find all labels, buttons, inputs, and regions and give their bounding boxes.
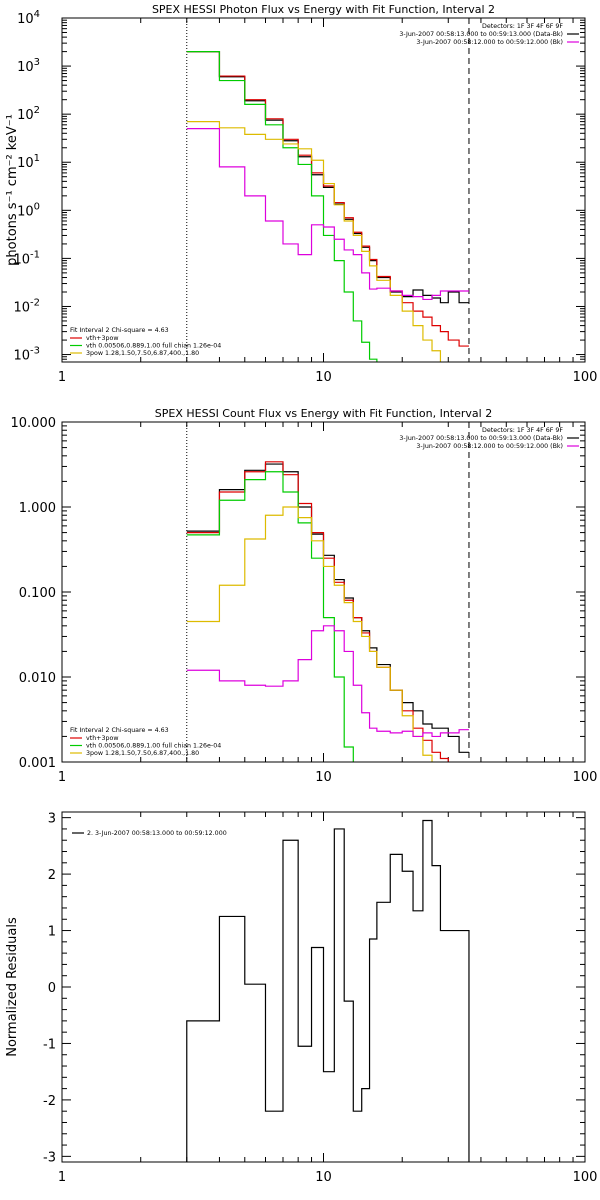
chart-1-ytick-label: 101: [17, 153, 40, 171]
chart-1-series-4: [186, 121, 442, 362]
chart-2-legend-tr-text: 3-Jun-2007 00:58:12.000 to 00:59:12.000 …: [416, 443, 563, 450]
chart-1-title: SPEX HESSI Photon Flux vs Energy with Fi…: [152, 3, 495, 16]
chart-1-ytick-label: 10-2: [13, 297, 40, 315]
chart-2-xtick-label: 10: [315, 770, 332, 785]
chart-2-ytick-label: 0.010: [19, 671, 56, 686]
chart-2-ytick-label: 1.000: [19, 501, 56, 516]
chart-2-legend-bl-text: vth 0.00506,0.889,1.00 full chian 1.26e-…: [86, 743, 221, 750]
chart-1-ytick-exponent: 3: [34, 57, 40, 68]
chart-1-ylabel: photons s⁻¹ cm⁻² keV⁻¹: [5, 114, 20, 266]
chart-2-series-3: [186, 471, 354, 762]
chart-2-ytick-label: 0.100: [19, 586, 56, 601]
chart-3-series-1: [186, 819, 470, 1162]
chart-2-ytick-label: 0.001: [19, 756, 56, 771]
chart-1-legend-bl-header: Fit Interval 2 Chi-square = 4.63: [70, 327, 169, 334]
chart-2: SPEX HESSI Count Flux vs Energy with Fit…: [11, 407, 598, 785]
chart-1-legend-tr-text: 3-Jun-2007 00:58:12.000 to 00:59:12.000 …: [416, 39, 563, 46]
chart-1-ytick-exponent: -1: [30, 249, 40, 260]
chart-1-ytick-exponent: -3: [30, 346, 40, 357]
chart-2-legend-tr-text: Detectors: 1F 3F 4F 6F 9F: [482, 427, 563, 434]
chart-2-plot-area: [186, 461, 469, 762]
chart-2-series-5: [186, 625, 469, 738]
chart-1-legend-tr-text: Detectors: 1F 3F 4F 6F 9F: [482, 23, 563, 30]
chart-3-ytick-label: -1: [43, 1037, 56, 1052]
chart-3-frame: [61, 811, 586, 1163]
chart-1-frame: [61, 17, 586, 363]
chart-1-series-2: [186, 51, 469, 347]
chart-1-legend-bl-text: 3pow 1.28,1.50,7.50,6.87,400.,1.80: [86, 350, 199, 357]
chart-1-series-5: [186, 128, 469, 301]
chart-3-ytick-label: 3: [48, 812, 56, 827]
chart-3-ylabel: Normalized Residuals: [5, 917, 20, 1057]
chart-2-frame: [61, 421, 586, 763]
chart-3: 1 10 100 -3 -2 -1 0 1 2 3 Normalized Residuals 2. 3…: [5, 811, 598, 1185]
chart-2-legend-bl-text: vth+3pow: [86, 735, 118, 742]
chart-1-ytick-label: 100: [17, 201, 40, 219]
chart-1-xtick-label: 10: [315, 370, 332, 385]
chart-1-legend-bl-text: vth+3pow: [86, 335, 118, 342]
chart-1-ytick-label: 10-3: [13, 346, 40, 364]
chart-1-ytick-label: 102: [17, 105, 40, 123]
chart-1-series-3: [186, 51, 378, 362]
chart-1-xtick-label: 1: [58, 370, 66, 385]
chart-2-legend-tr-text: 3-Jun-2007 00:58:13.000 to 00:59:13.000 …: [399, 435, 563, 442]
chart-3-ytick-label: -3: [43, 1150, 56, 1165]
chart-1-ytick-label: 103: [17, 57, 40, 75]
chart-3-ytick-label: 1: [48, 925, 56, 940]
chart-2-xtick-label: 1: [58, 770, 66, 785]
chart-1-series-1: [186, 51, 469, 304]
chart-2-xtick-label: 100: [573, 770, 598, 785]
chart-2-series-2: [186, 461, 449, 762]
chart-2-series-4: [186, 506, 433, 762]
chart-1-ytick-exponent: 0: [34, 201, 40, 212]
chart-1: SPEX HESSI Photon Flux vs Energy with Fi…: [5, 3, 597, 385]
chart-2-ytick-label: 10.000: [11, 416, 57, 431]
chart-1-ytick-exponent: 1: [34, 153, 40, 164]
chart-2-legend-bl-text: 3pow 1.28,1.50,7.50,6.87,400.,1.80: [86, 750, 199, 757]
chart-1-ytick-exponent: 4: [34, 9, 40, 20]
chart-3-legend-tl-text: 2. 3-Jun-2007 00:58:13.000 to 00:59:12.0…: [87, 830, 227, 837]
chart-1-plot-area: [186, 51, 469, 362]
chart-3-ytick-label: -2: [43, 1094, 56, 1109]
chart-1-ytick-label: 104: [17, 9, 40, 27]
chart-2-title: SPEX HESSI Count Flux vs Energy with Fit…: [155, 407, 492, 420]
chart-3-xtick-label: 100: [573, 1170, 598, 1185]
chart-1-ytick-exponent: 2: [34, 105, 40, 116]
chart-1-legend-tr-text: 3-Jun-2007 00:58:13.000 to 00:59:13.000 …: [399, 31, 563, 38]
chart-3-ytick-label: 2: [48, 868, 56, 883]
chart-3-ytick-label: 0: [48, 981, 56, 996]
chart-3-plot-area: [186, 819, 470, 1162]
chart-1-legend-bl-text: vth 0.00506,0.889,1.00 full chian 1.26e-…: [86, 343, 221, 350]
chart-3-xtick-label: 1: [58, 1170, 66, 1185]
chart-1-ytick-exponent: -2: [30, 297, 40, 308]
chart-2-legend-bl-header: Fit Interval 2 Chi-square = 4.63: [70, 727, 169, 734]
chart-1-xtick-label: 100: [573, 370, 598, 385]
chart-3-xtick-label: 10: [315, 1170, 332, 1185]
chart-2-series-1: [186, 463, 469, 753]
